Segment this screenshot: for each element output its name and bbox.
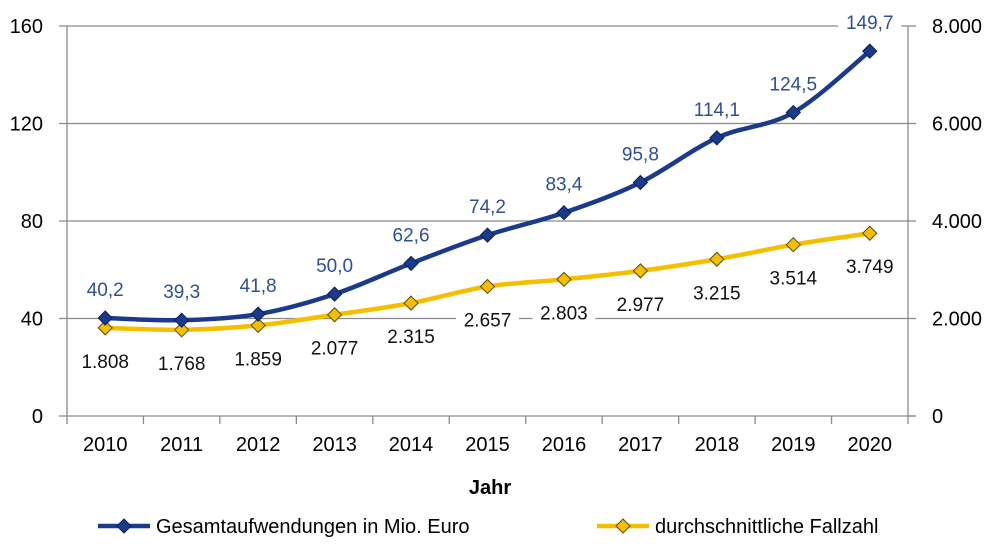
- legend-label: Gesamtaufwendungen in Mio. Euro: [156, 516, 470, 538]
- data-label: 2.077: [311, 339, 359, 360]
- data-label-background: [838, 254, 902, 279]
- left-tick-label: 160: [10, 16, 43, 38]
- data-label: 2.803: [540, 303, 588, 324]
- left-tick-label: 120: [10, 114, 43, 136]
- data-label: 124,5: [770, 75, 818, 96]
- data-point-marker: [97, 310, 113, 326]
- data-point-marker: [479, 278, 496, 295]
- data-label: 2.315: [387, 327, 435, 348]
- data-point-marker: [632, 263, 649, 279]
- right-tick-label: 6.000: [932, 114, 982, 136]
- left-tick-label: 40: [21, 309, 43, 331]
- data-label-background: [685, 96, 749, 121]
- data-label: 95,8: [622, 144, 659, 165]
- data-label-background: [379, 324, 443, 349]
- data-label-background: [385, 222, 438, 247]
- data-label: 1.859: [234, 349, 282, 370]
- data-label-background: [537, 171, 590, 196]
- data-label-background: [79, 277, 132, 302]
- data-point-marker: [250, 306, 266, 322]
- right-tick-label: 4.000: [932, 211, 982, 233]
- x-tick-label: 2014: [389, 434, 434, 456]
- x-tick-label: 2013: [312, 434, 357, 456]
- series-layer: [97, 43, 878, 338]
- data-point-marker: [862, 43, 878, 59]
- data-label-background: [155, 279, 208, 304]
- data-label-background: [608, 291, 672, 316]
- right-tick-label: 8.000: [932, 16, 982, 38]
- data-label: 83,4: [545, 175, 582, 196]
- data-point-marker: [785, 236, 802, 253]
- data-point-marker: [403, 295, 419, 311]
- data-label-background: [232, 273, 285, 298]
- data-label-background: [761, 265, 825, 290]
- data-label: 1.808: [81, 352, 129, 373]
- x-axis-title: Jahr: [469, 477, 511, 499]
- data-point-marker: [556, 205, 572, 221]
- data-label-background: [303, 335, 367, 360]
- x-tick-label: 2020: [848, 434, 893, 456]
- right-tick-label: 0: [932, 406, 943, 428]
- data-label: 3.514: [770, 269, 818, 290]
- x-tick-label: 2012: [236, 434, 281, 456]
- data-label-background: [226, 346, 290, 371]
- data-point-marker: [250, 317, 266, 334]
- data-point-marker: [173, 322, 190, 338]
- data-point-marker: [785, 104, 802, 121]
- data-label-background: [685, 280, 749, 305]
- data-label: 114,1: [694, 100, 740, 121]
- data-label-background: [614, 141, 667, 166]
- data-label: 2.657: [464, 310, 512, 331]
- data-point-marker: [403, 255, 419, 272]
- data-point-marker: [632, 174, 649, 191]
- data-labels: 1.808 1.768 1.859 2.077 2.315 2.657 2.803 2.977…: [81, 13, 893, 375]
- data-point-marker: [556, 271, 572, 288]
- data-label: 74,2: [469, 197, 506, 218]
- legend-label: durchschnittliche Fallzahl: [655, 516, 878, 538]
- data-point-marker: [326, 286, 343, 302]
- data-label: 149,7: [846, 13, 894, 34]
- data-label-background: [761, 71, 825, 96]
- data-point-marker: [173, 312, 190, 328]
- data-label: 2.977: [617, 295, 665, 316]
- gridlines: [59, 10, 908, 375]
- axes: 0 40 80 120 160 0 2.000 4.000 6.000 8.000 2010 2011…: [10, 16, 982, 456]
- legend-marker-icon: [116, 518, 132, 534]
- data-label: 50,0: [316, 256, 353, 277]
- data-point-marker: [709, 251, 725, 267]
- data-point-marker: [862, 225, 878, 241]
- data-point-marker: [709, 130, 725, 146]
- data-point-marker: [479, 227, 496, 243]
- data-label: 41,8: [240, 276, 277, 297]
- legend-marker-icon: [615, 518, 631, 534]
- legend: Gesamtaufwendungen in Mio. Euro durchschn…: [98, 516, 878, 538]
- data-label-background: [73, 348, 137, 373]
- data-label: 39,3: [163, 282, 200, 303]
- x-tick-label: 2011: [160, 434, 203, 456]
- x-tick-label: 2018: [695, 434, 740, 456]
- data-label: 62,6: [393, 225, 430, 246]
- data-label-background: [838, 10, 902, 35]
- data-label: 3.215: [693, 283, 741, 304]
- x-tick-label: 2017: [618, 434, 663, 456]
- data-label: 1.768: [158, 354, 206, 375]
- data-label: 3.749: [846, 257, 894, 278]
- data-label-background: [456, 307, 519, 332]
- data-label-background: [532, 300, 596, 325]
- left-tick-label: 0: [32, 406, 43, 428]
- x-tick-label: 2015: [465, 434, 510, 456]
- x-tick-label: 2016: [542, 434, 587, 456]
- x-tick-label: 2019: [771, 434, 816, 456]
- data-label: 40,2: [87, 280, 124, 301]
- right-tick-label: 2.000: [932, 309, 982, 331]
- data-point-marker: [97, 320, 113, 336]
- data-label-background: [461, 194, 514, 219]
- data-label-background: [150, 350, 214, 375]
- data-point-marker: [326, 307, 343, 323]
- left-tick-label: 80: [21, 211, 43, 233]
- data-label-background: [308, 253, 361, 278]
- x-tick-label: 2010: [83, 434, 128, 456]
